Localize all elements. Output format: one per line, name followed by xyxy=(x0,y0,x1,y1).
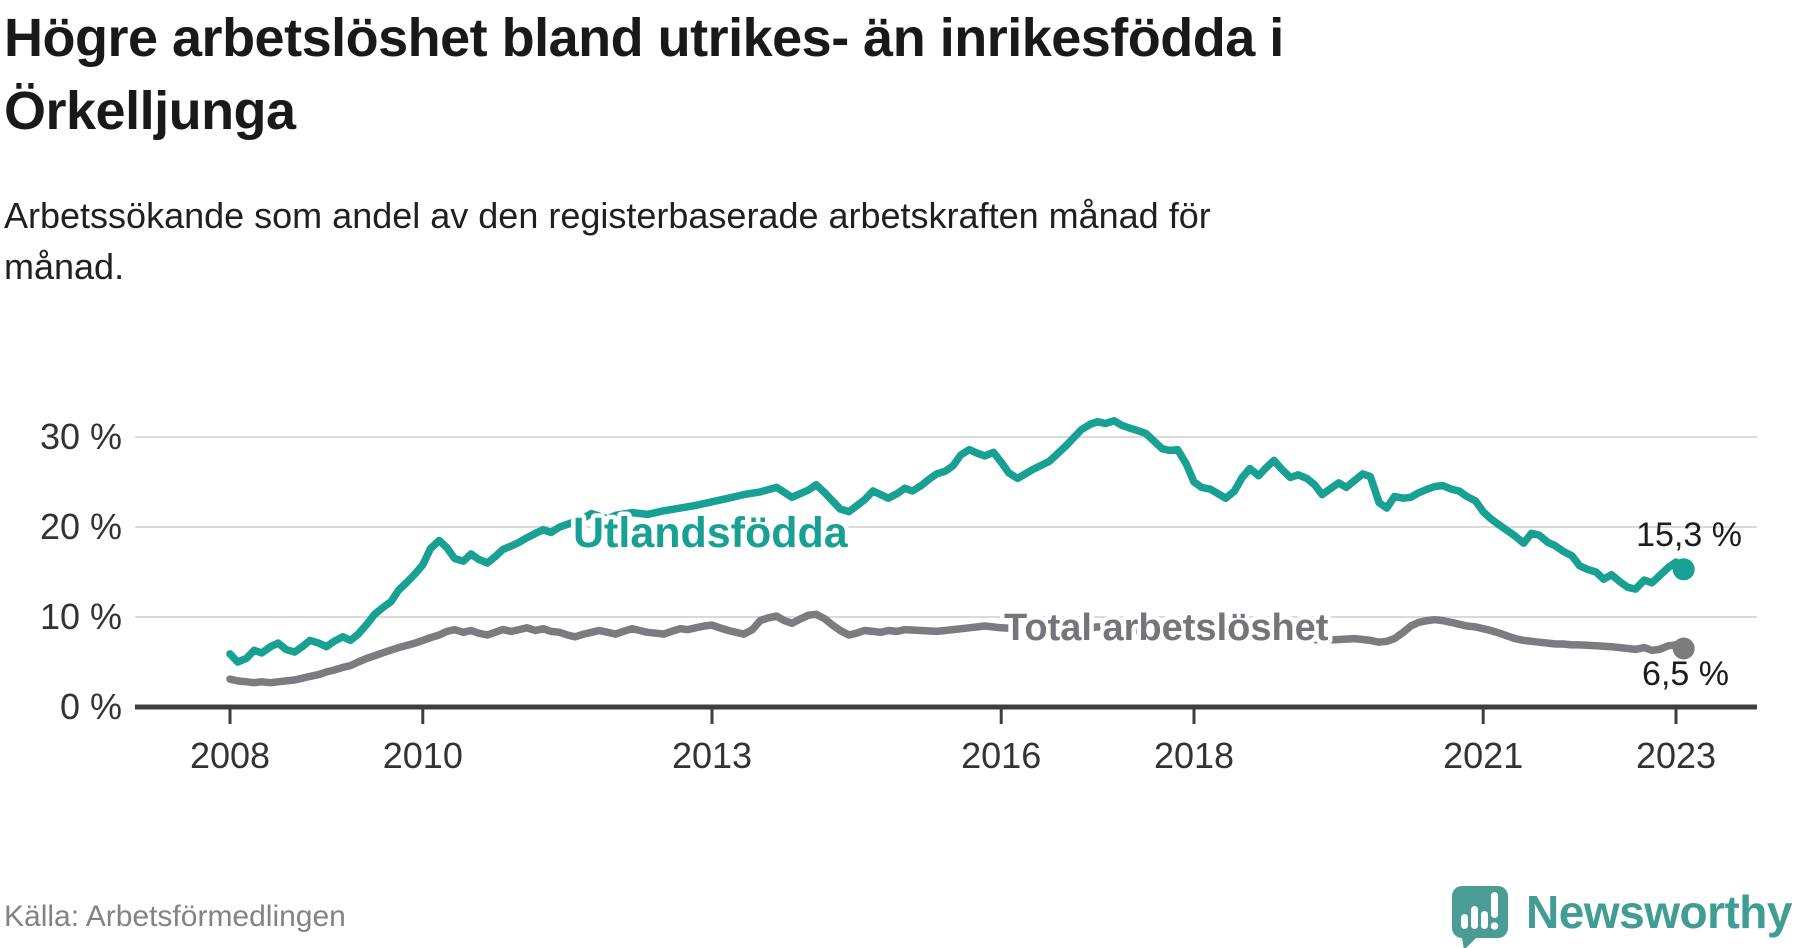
source-note: Källa: Arbetsförmedlingen xyxy=(4,900,346,933)
x-axis-label-2023: 2023 xyxy=(1636,735,1716,776)
series-label-utlandsfodda: Utlandsfödda xyxy=(573,509,849,557)
series-label-total-arbetsloshet: Total arbetslöshet xyxy=(1004,607,1329,649)
page-title: Högre arbetslöshet bland utrikes- än inr… xyxy=(4,2,1564,149)
chart-subtitle: Arbetssökande som andel av den registerb… xyxy=(4,190,1504,292)
end-value-label-utlandsfodda: 15,3 % xyxy=(1636,516,1742,554)
subtitle-line-2: månad. xyxy=(4,246,125,288)
x-axis-label-2008: 2008 xyxy=(190,735,270,776)
series-end-dot-total-arbetsloshet xyxy=(1672,637,1695,660)
title-line-1: Högre arbetslöshet bland utrikes- än inr… xyxy=(4,8,1284,68)
end-value-label-total-arbetsloshet: 6,5 % xyxy=(1642,655,1729,693)
x-axis-label-2013: 2013 xyxy=(672,735,752,776)
x-axis-label-2016: 2016 xyxy=(961,735,1041,776)
series-end-dot-utlandsfodda xyxy=(1672,558,1695,581)
y-axis-label-20: 20 % xyxy=(40,506,122,547)
y-axis-label-30: 30 % xyxy=(40,416,122,457)
series-line-utlandsfodda xyxy=(226,417,1688,666)
x-axis-label-2018: 2018 xyxy=(1154,735,1234,776)
brand-name: Newsworthy xyxy=(1526,886,1792,938)
series-line-total-arbetsloshet xyxy=(226,610,1688,687)
y-axis-label-0: 0 % xyxy=(60,686,122,727)
y-axis-label-10: 10 % xyxy=(40,596,122,637)
newsworthy-brand: Newsworthy xyxy=(1448,876,1792,948)
x-axis-label-2010: 2010 xyxy=(383,735,463,776)
title-line-2: Örkelljunga xyxy=(4,81,296,142)
newsworthy-logo-icon xyxy=(1452,886,1509,948)
x-axis-label-2021: 2021 xyxy=(1443,735,1523,776)
subtitle-line-1: Arbetssökande som andel av den registerb… xyxy=(4,195,1211,236)
